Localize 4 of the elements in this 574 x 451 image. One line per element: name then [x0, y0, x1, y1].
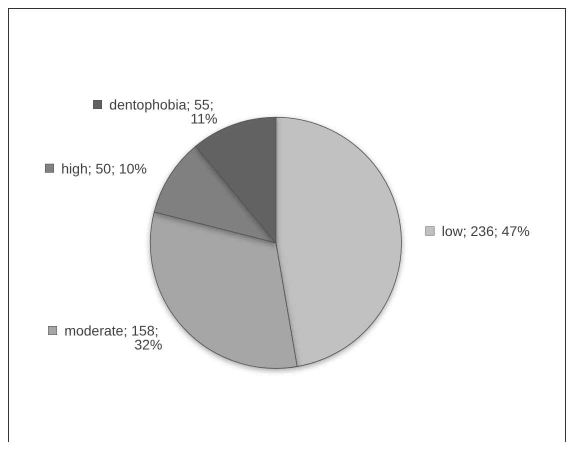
legend-label: dentophobia; 55; 11%: [102, 96, 218, 127]
legend-label: low; 236; 47%: [434, 222, 530, 239]
legend-label: high; 50; 10%: [53, 160, 147, 176]
legend-label: moderate; 158; 32%: [56, 322, 162, 353]
